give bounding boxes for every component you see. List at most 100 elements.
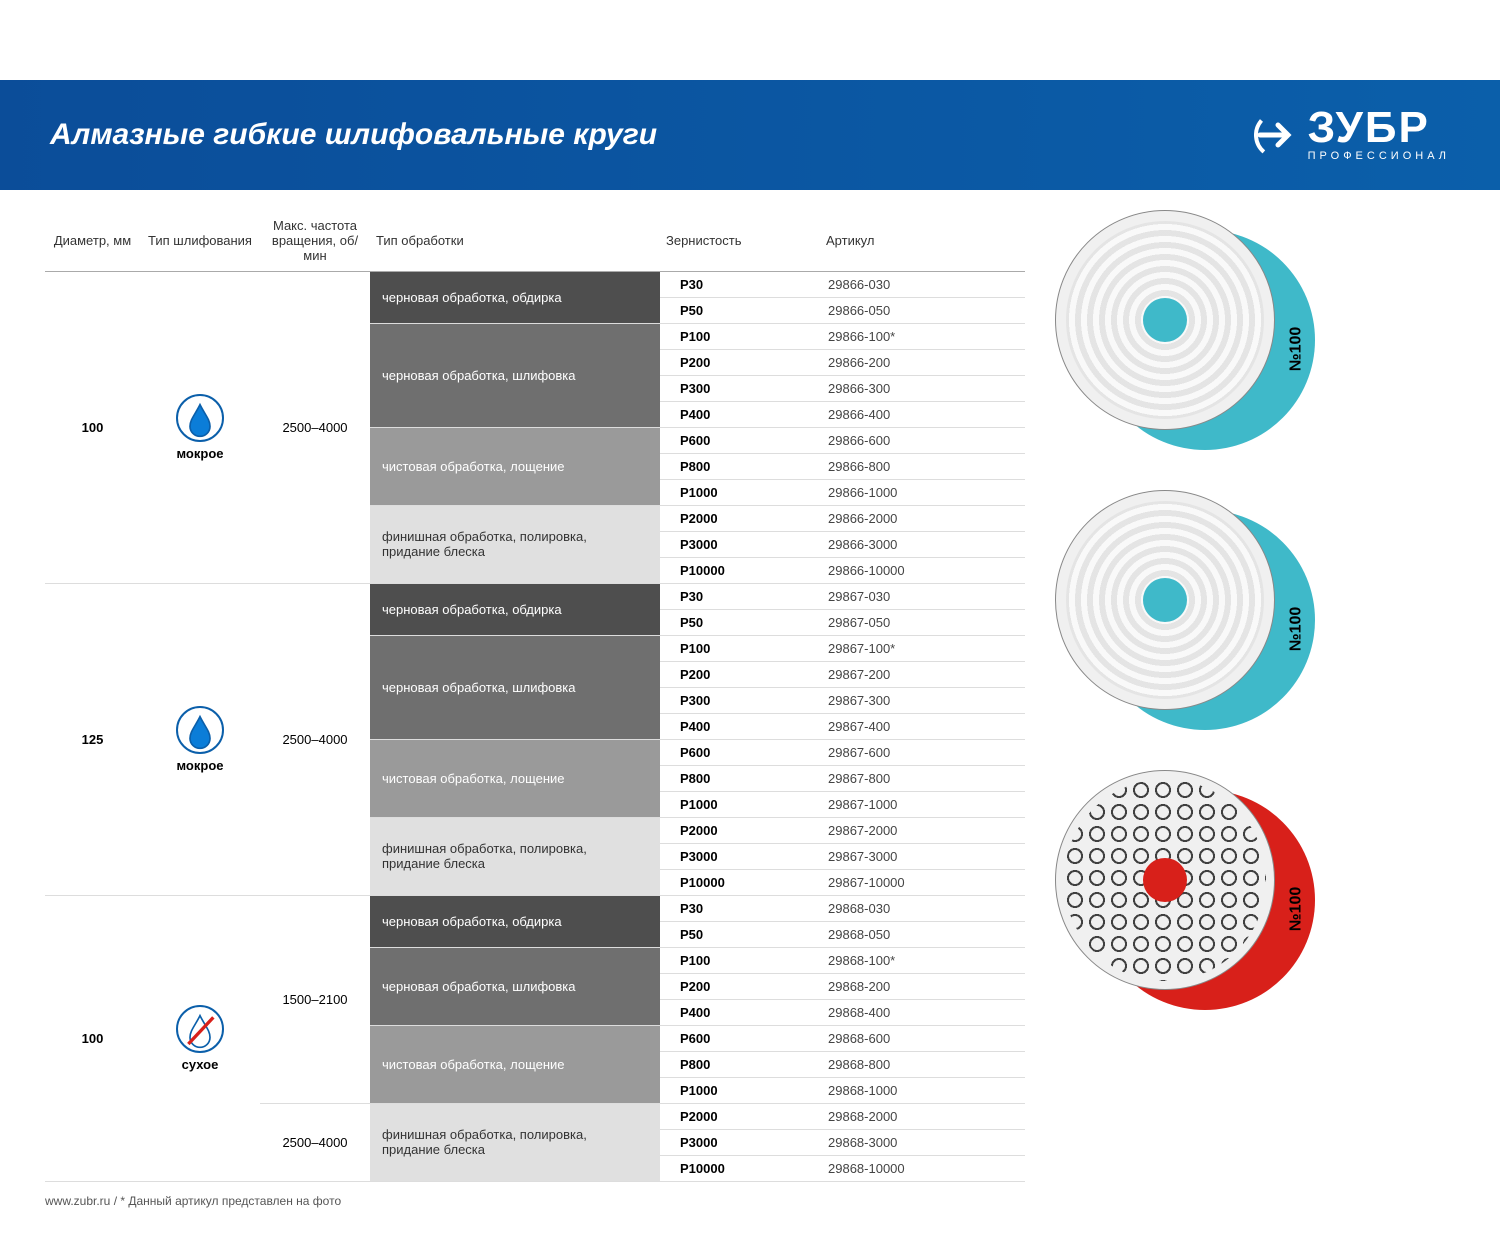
cell-article: 29868-100* xyxy=(820,947,1025,973)
cell-grit: P600 xyxy=(660,739,820,765)
cell-grit: P600 xyxy=(660,1025,820,1051)
cell-diameter: 125 xyxy=(45,583,140,895)
cell-grinding-type: сухое xyxy=(140,895,260,1181)
cell-article: 29866-600 xyxy=(820,427,1025,453)
cell-article: 29867-10000 xyxy=(820,869,1025,895)
cell-grit: P400 xyxy=(660,713,820,739)
cell-grit: P3000 xyxy=(660,843,820,869)
cell-grit: P800 xyxy=(660,1051,820,1077)
cell-grit: P50 xyxy=(660,297,820,323)
cell-grit: P10000 xyxy=(660,557,820,583)
cell-treatment: чистовая обработка, лощение xyxy=(370,739,660,817)
cell-treatment: чистовая обработка, лощение xyxy=(370,1025,660,1103)
col-rpm: Макс. частота вращения, об/мин xyxy=(260,210,370,272)
cell-grit: P3000 xyxy=(660,1129,820,1155)
cell-article: 29867-3000 xyxy=(820,843,1025,869)
cell-article: 29867-100* xyxy=(820,635,1025,661)
cell-grit: P400 xyxy=(660,999,820,1025)
wet-icon xyxy=(176,394,224,442)
cell-article: 29867-050 xyxy=(820,609,1025,635)
cell-grit: P2000 xyxy=(660,817,820,843)
cell-article: 29866-800 xyxy=(820,453,1025,479)
col-grit: Зернистость xyxy=(660,210,820,272)
cell-article: 29868-050 xyxy=(820,921,1025,947)
product-disc: №100 xyxy=(1055,210,1315,470)
cell-article: 29867-030 xyxy=(820,583,1025,609)
cell-treatment: черновая обработка, шлифовка xyxy=(370,947,660,1025)
cell-grit: P50 xyxy=(660,609,820,635)
cell-article: 29866-300 xyxy=(820,375,1025,401)
cell-grit: P800 xyxy=(660,765,820,791)
cell-grit: P10000 xyxy=(660,869,820,895)
wet-icon xyxy=(176,706,224,754)
cell-grit: P2000 xyxy=(660,1103,820,1129)
cell-treatment: чистовая обработка, лощение xyxy=(370,427,660,505)
cell-grit: P100 xyxy=(660,947,820,973)
cell-grit: P30 xyxy=(660,271,820,297)
cell-article: 29866-050 xyxy=(820,297,1025,323)
cell-rpm: 2500–4000 xyxy=(260,583,370,895)
cell-grinding-type: мокрое xyxy=(140,271,260,583)
logo-arrow-icon xyxy=(1254,111,1302,159)
cell-article: 29867-400 xyxy=(820,713,1025,739)
cell-grit: P3000 xyxy=(660,531,820,557)
cell-grit: P800 xyxy=(660,453,820,479)
cell-grit: P1000 xyxy=(660,479,820,505)
cell-treatment: финишная обработка, полировка, придание … xyxy=(370,1103,660,1181)
cell-article: 29866-2000 xyxy=(820,505,1025,531)
cell-article: 29867-800 xyxy=(820,765,1025,791)
disc-label: №100 xyxy=(1288,886,1306,931)
cell-grit: P50 xyxy=(660,921,820,947)
col-diameter: Диаметр, мм xyxy=(45,210,140,272)
cell-grit: P400 xyxy=(660,401,820,427)
cell-grit: P10000 xyxy=(660,1155,820,1181)
cell-article: 29868-2000 xyxy=(820,1103,1025,1129)
cell-article: 29868-1000 xyxy=(820,1077,1025,1103)
cell-article: 29866-1000 xyxy=(820,479,1025,505)
cell-article: 29866-200 xyxy=(820,349,1025,375)
cell-grit: P30 xyxy=(660,583,820,609)
cell-article: 29867-1000 xyxy=(820,791,1025,817)
product-disc: №100 xyxy=(1055,770,1315,1030)
cell-grinding-type: мокрое xyxy=(140,583,260,895)
cell-grit: P1000 xyxy=(660,791,820,817)
cell-article: 29868-600 xyxy=(820,1025,1025,1051)
cell-treatment: финишная обработка, полировка, придание … xyxy=(370,817,660,895)
cell-article: 29868-800 xyxy=(820,1051,1025,1077)
cell-article: 29866-030 xyxy=(820,271,1025,297)
col-treatment: Тип обработки xyxy=(370,210,660,272)
cell-article: 29866-100* xyxy=(820,323,1025,349)
spec-table: Диаметр, мм Тип шлифования Макс. частота… xyxy=(45,210,1025,1182)
cell-treatment: черновая обработка, обдирка xyxy=(370,583,660,635)
cell-article: 29866-10000 xyxy=(820,557,1025,583)
cell-article: 29866-3000 xyxy=(820,531,1025,557)
cell-article: 29867-2000 xyxy=(820,817,1025,843)
cell-grit: P200 xyxy=(660,661,820,687)
cell-treatment: черновая обработка, обдирка xyxy=(370,271,660,323)
brand-name: ЗУБР xyxy=(1308,108,1450,148)
cell-treatment: черновая обработка, шлифовка xyxy=(370,323,660,427)
cell-rpm: 2500–4000 xyxy=(260,271,370,583)
dry-icon xyxy=(176,1005,224,1053)
cell-treatment: черновая обработка, шлифовка xyxy=(370,635,660,739)
cell-article: 29868-400 xyxy=(820,999,1025,1025)
cell-grit: P600 xyxy=(660,427,820,453)
cell-grit: P30 xyxy=(660,895,820,921)
cell-treatment: черновая обработка, обдирка xyxy=(370,895,660,947)
page-header: Алмазные гибкие шлифовальные круги ЗУБР … xyxy=(0,80,1500,190)
cell-grit: P2000 xyxy=(660,505,820,531)
cell-article: 29867-600 xyxy=(820,739,1025,765)
footnote: www.zubr.ru / * Данный артикул представл… xyxy=(0,1182,1500,1220)
col-type: Тип шлифования xyxy=(140,210,260,272)
cell-diameter: 100 xyxy=(45,895,140,1181)
col-article: Артикул xyxy=(820,210,1025,272)
page-title: Алмазные гибкие шлифовальные круги xyxy=(50,118,657,152)
cell-grit: P100 xyxy=(660,323,820,349)
cell-article: 29867-300 xyxy=(820,687,1025,713)
cell-treatment: финишная обработка, полировка, придание … xyxy=(370,505,660,583)
cell-article: 29868-3000 xyxy=(820,1129,1025,1155)
cell-diameter: 100 xyxy=(45,271,140,583)
brand-subtitle: ПРОФЕССИОНАЛ xyxy=(1308,150,1450,162)
disc-label: №100 xyxy=(1288,606,1306,651)
cell-rpm: 1500–2100 xyxy=(260,895,370,1103)
